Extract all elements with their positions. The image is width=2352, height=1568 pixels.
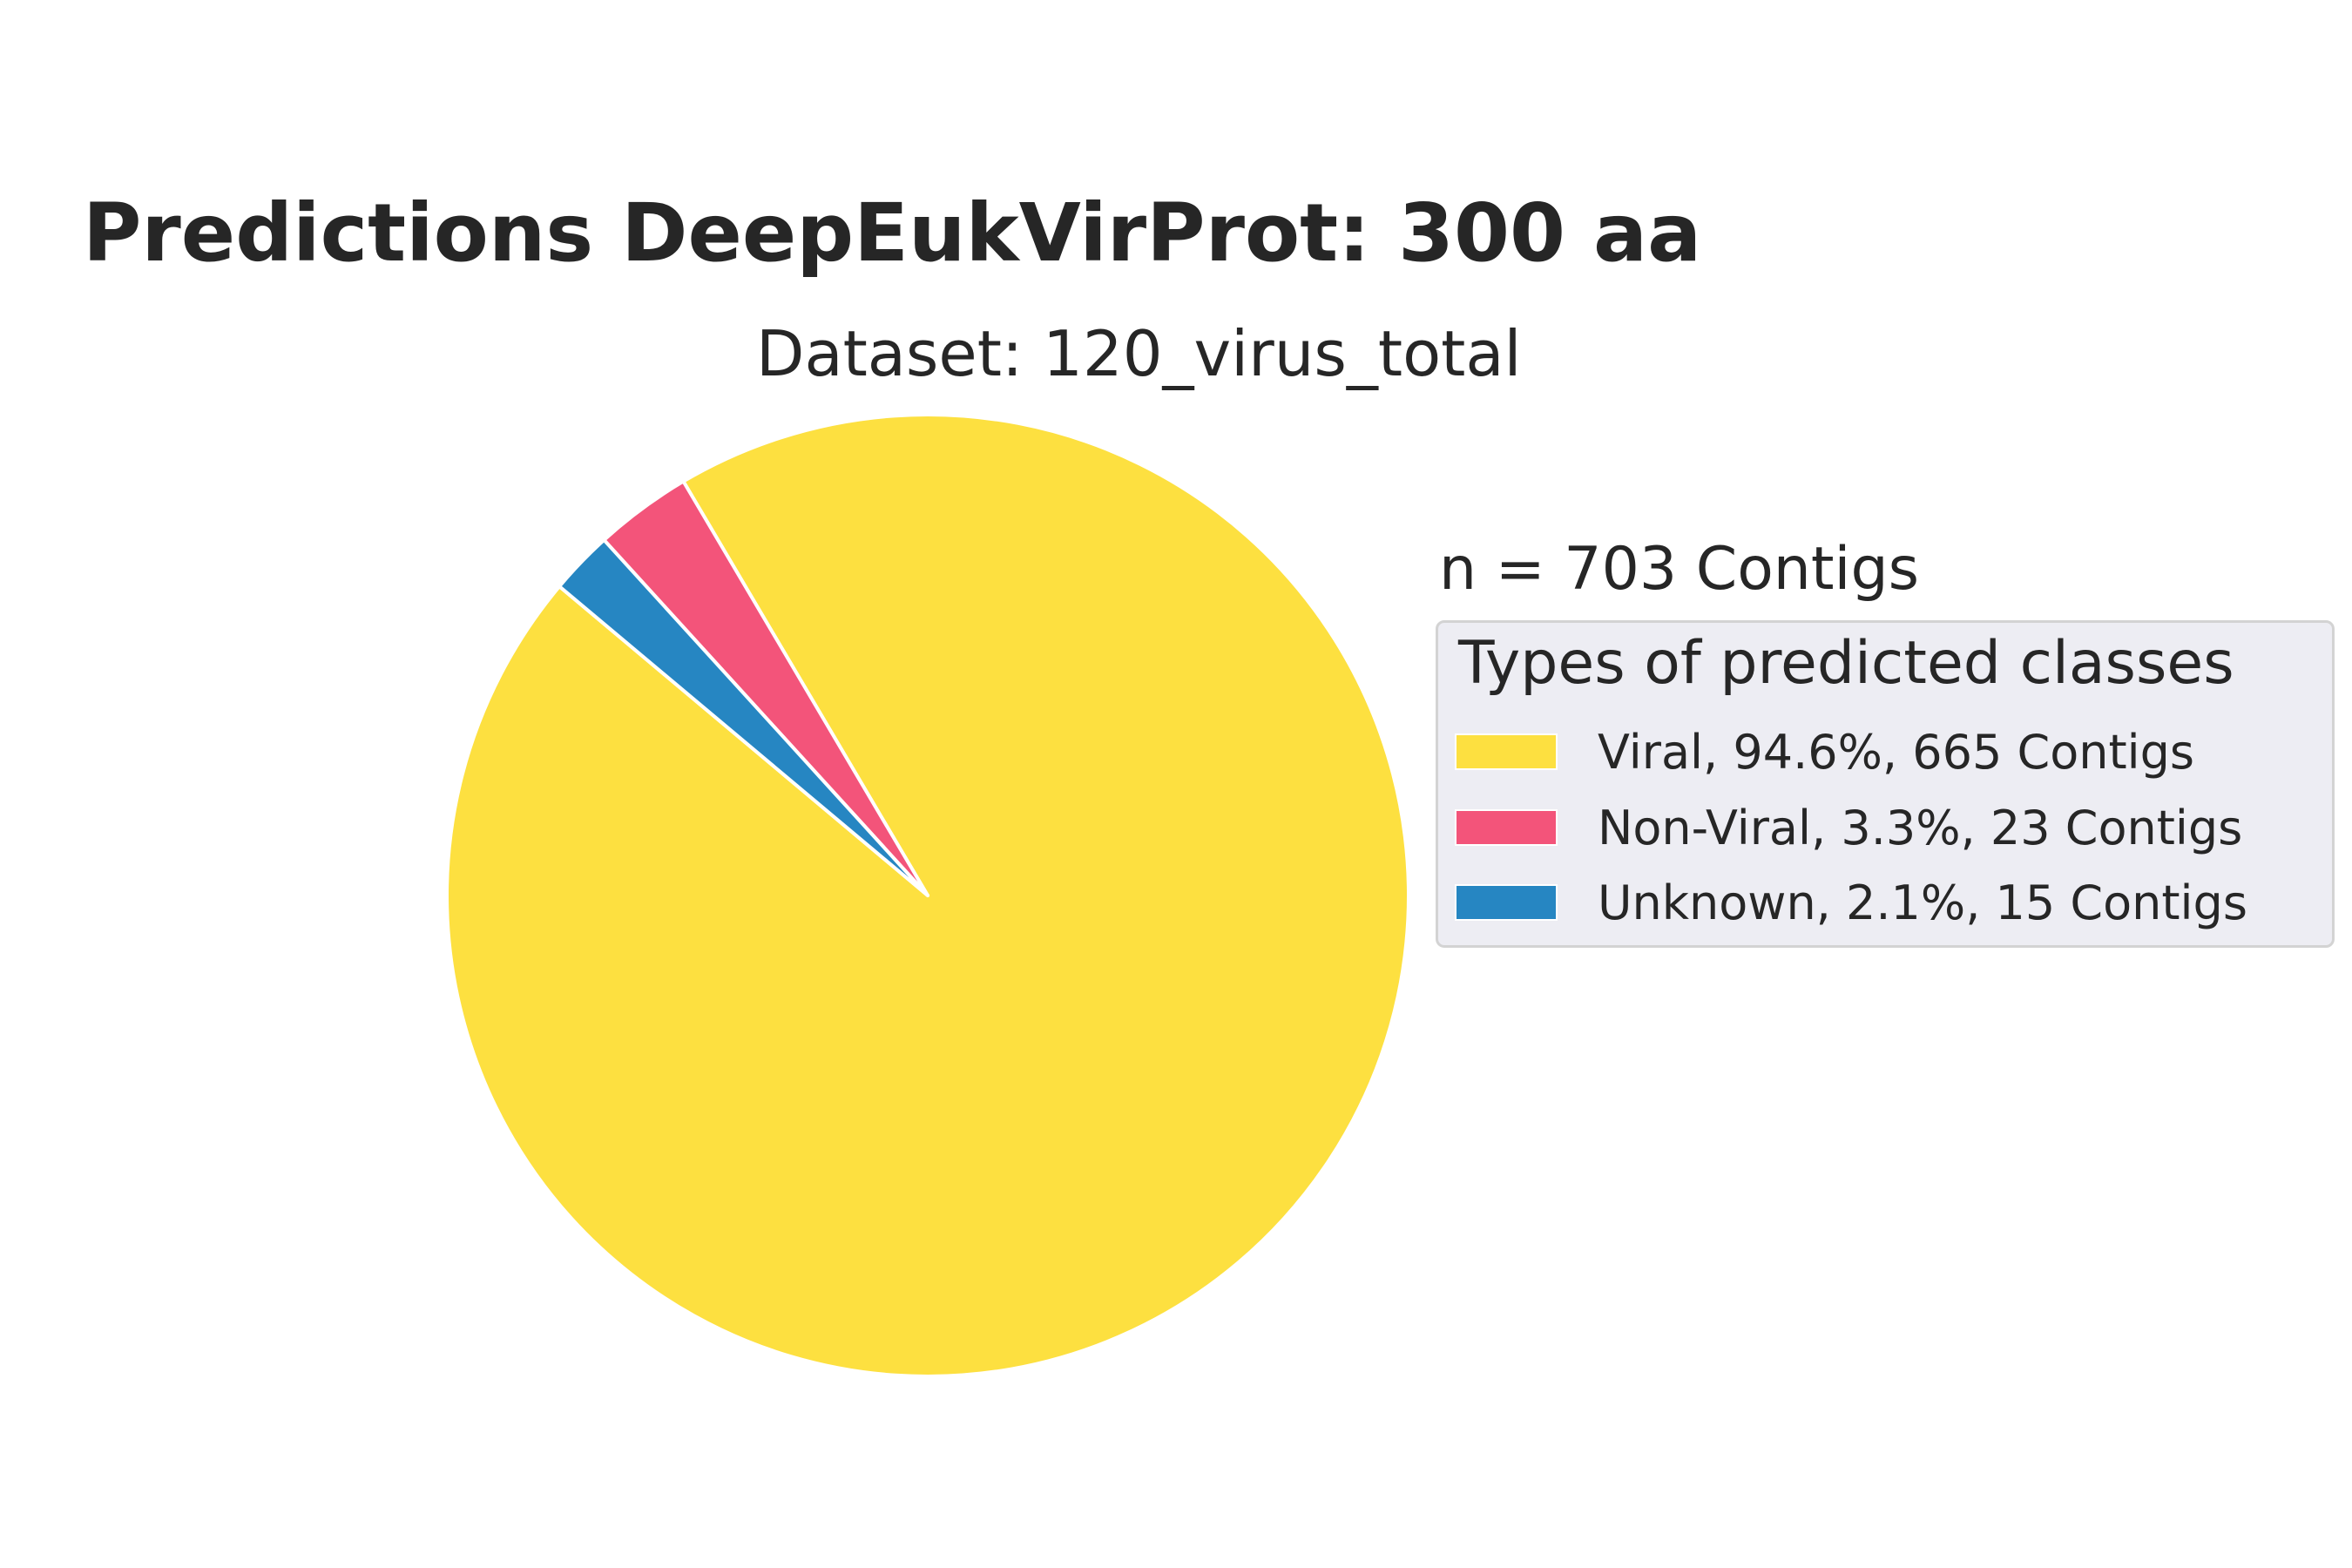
legend-swatch-unknown: [1455, 884, 1558, 921]
legend-swatch-non-viral: [1455, 809, 1558, 846]
legend-swatch-viral: [1455, 733, 1558, 770]
chart-title: Predictions DeepEukVirProt: 300 aa: [83, 186, 1702, 280]
legend-label-viral: Viral, 94.6%, 665 Contigs: [1598, 725, 2195, 780]
chart-subtitle-text: Dataset: 120_virus_total: [756, 317, 1522, 390]
legend-label-unknown: Unknown, 2.1%, 15 Contigs: [1598, 875, 2247, 930]
pie-slice-unknown: [558, 537, 929, 897]
legend: Types of predicted classes Viral, 94.6%,…: [1436, 620, 2335, 948]
total-count-annotation: n = 703 Contigs: [1439, 535, 1920, 604]
legend-box: [1436, 620, 2335, 948]
legend-title: Types of predicted classes: [1458, 629, 2234, 698]
legend-label-non-viral: Non-Viral, 3.3%, 23 Contigs: [1598, 801, 2243, 855]
